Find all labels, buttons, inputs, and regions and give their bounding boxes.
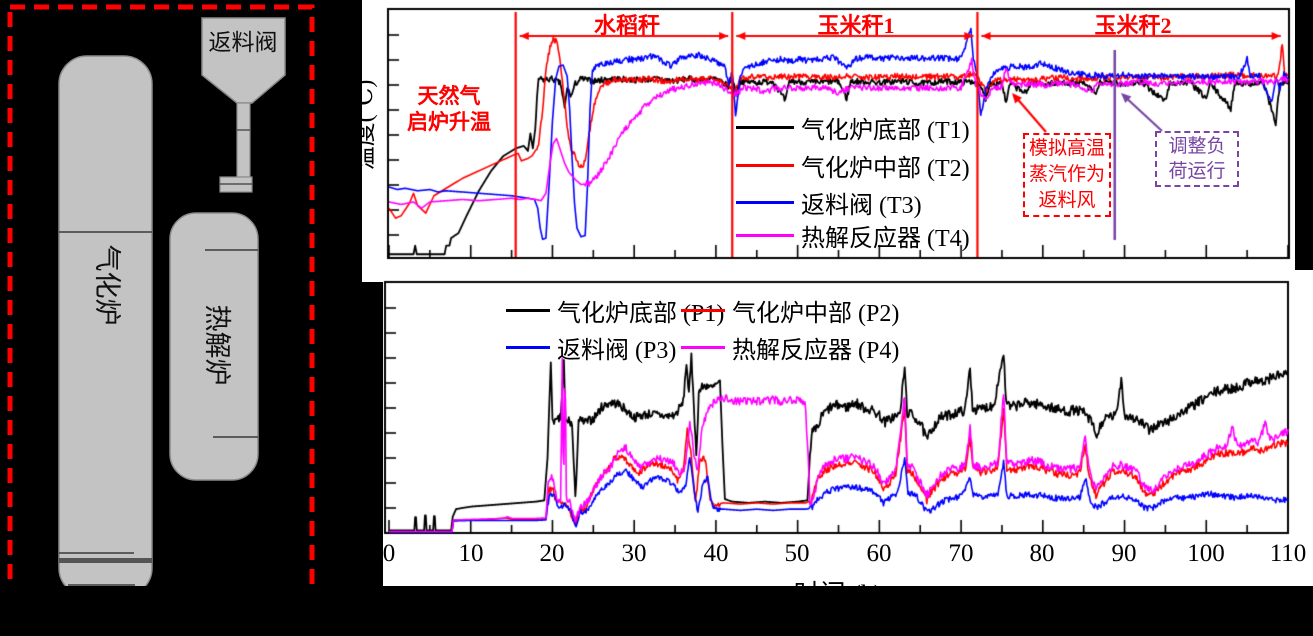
legend-item-t1: 气化炉底部 (T1) bbox=[736, 110, 970, 145]
legend-item-p4: 热解反应器 (P4) bbox=[681, 330, 899, 365]
steam-annotation-box: 模拟高温 蒸汽作为 返料风 bbox=[1023, 133, 1111, 217]
legend-item-p1: 气化炉底部 (P1) bbox=[506, 293, 724, 328]
legend-swatch-p3 bbox=[506, 346, 550, 349]
x-tick-90: 90 bbox=[1111, 540, 1137, 567]
dashed-boundary bbox=[7, 4, 315, 606]
legend-label-t1: 气化炉底部 (T1) bbox=[801, 118, 970, 144]
region-label-corn-stalk-2: 玉米秆2 bbox=[1094, 13, 1172, 38]
return-valve-stem bbox=[236, 102, 251, 178]
legend-label-p1: 气化炉底部 (P1) bbox=[557, 301, 725, 327]
legend-swatch-p1 bbox=[506, 309, 550, 312]
region-label-rice-straw: 水稻秆 bbox=[593, 13, 660, 38]
region-label-corn-stalk-1: 玉米秆1 bbox=[817, 13, 895, 38]
temperature-chart-canvas bbox=[362, 0, 1295, 282]
legend-swatch-t3 bbox=[736, 201, 794, 204]
legend-label-p4: 热解反应器 (P4) bbox=[732, 338, 900, 364]
x-tick-50: 50 bbox=[784, 540, 810, 567]
pyrolyzer-vessel bbox=[169, 212, 259, 481]
bottom-crop-band bbox=[0, 586, 1313, 636]
x-tick-0: 0 bbox=[382, 540, 396, 567]
y-axis-crop-mask bbox=[316, 0, 362, 282]
pyrolyzer-label: 热解炉 bbox=[202, 305, 232, 386]
x-tick-10: 10 bbox=[458, 540, 484, 567]
legend-swatch-t4 bbox=[736, 234, 794, 237]
x-tick-40: 40 bbox=[703, 540, 729, 567]
legend-item-t2: 气化炉中部 (T2) bbox=[736, 148, 970, 183]
x-tick-30: 30 bbox=[621, 540, 647, 567]
legend-item-t4: 热解反应器 (T4) bbox=[736, 218, 970, 253]
legend-swatch-t2 bbox=[736, 164, 794, 167]
legend-item-p2: 气化炉中部 (P2) bbox=[681, 293, 899, 328]
legend-swatch-p4 bbox=[681, 346, 725, 349]
legend-label-t2: 气化炉中部 (T2) bbox=[801, 156, 970, 182]
legend-item-t3: 返料阀 (T3) bbox=[736, 185, 922, 220]
pressure-chart-canvas bbox=[383, 270, 1313, 586]
return-valve-label: 返料阀 bbox=[209, 30, 278, 55]
x-tick-80: 80 bbox=[1029, 540, 1055, 567]
legend-label-p3: 返料阀 (P3) bbox=[557, 338, 677, 364]
return-valve-hopper bbox=[201, 17, 286, 193]
x-tick-100: 100 bbox=[1187, 540, 1225, 567]
gasifier-vessel bbox=[58, 55, 153, 597]
x-tick-110: 110 bbox=[1269, 540, 1307, 567]
gasifier-label: 气化炉 bbox=[92, 245, 122, 326]
legend-label-p2: 气化炉中部 (P2) bbox=[732, 301, 900, 327]
legend-label-t4: 热解反应器 (T4) bbox=[801, 226, 970, 252]
startup-annotation: 天然气 启炉升温 bbox=[407, 84, 491, 134]
x-tick-20: 20 bbox=[539, 540, 565, 567]
load-adjust-annotation-box: 调整负 荷运行 bbox=[1155, 131, 1239, 187]
equipment-diagram: 气化炉 热解炉 返料阀 bbox=[7, 4, 315, 606]
legend-swatch-p2 bbox=[681, 309, 725, 312]
x-tick-70: 70 bbox=[948, 540, 974, 567]
x-tick-60: 60 bbox=[866, 540, 892, 567]
legend-swatch-t1 bbox=[736, 126, 794, 129]
legend-item-p3: 返料阀 (P3) bbox=[506, 330, 676, 365]
legend-label-t3: 返料阀 (T3) bbox=[801, 193, 922, 219]
